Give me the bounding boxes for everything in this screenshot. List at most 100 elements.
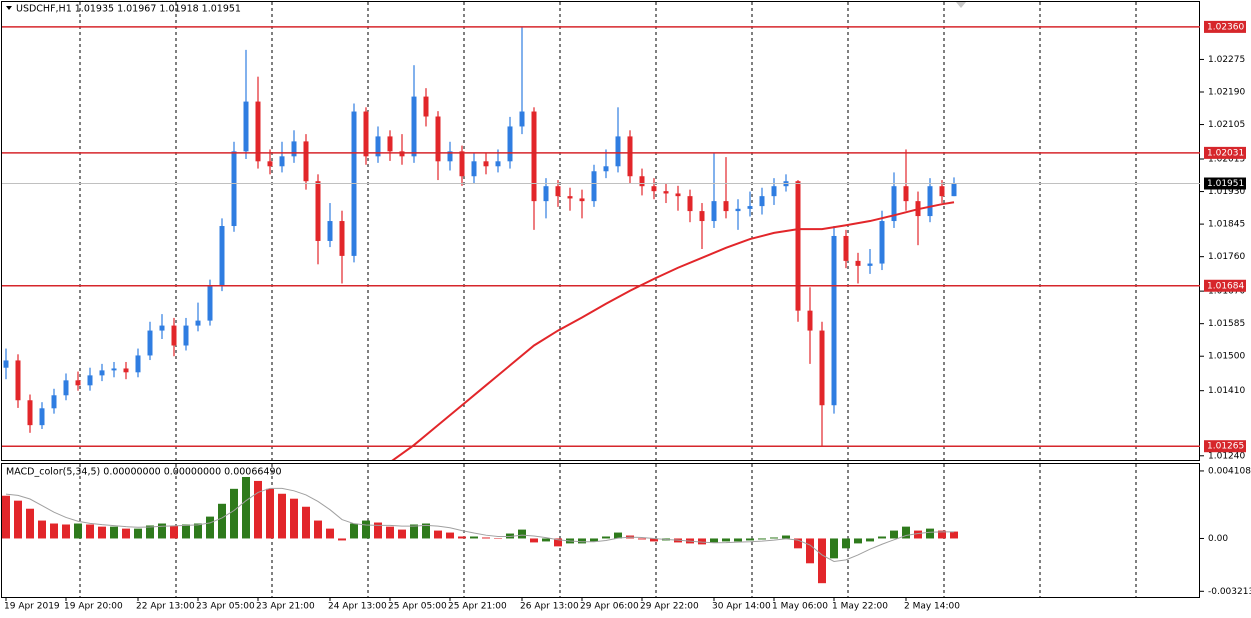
macd-bar	[914, 530, 922, 539]
candle-body	[267, 161, 273, 167]
macd-bar	[578, 538, 586, 544]
macd-bar	[554, 538, 562, 547]
candle-body	[603, 166, 609, 172]
candle-body	[123, 368, 129, 373]
candle-body	[315, 181, 321, 241]
macd-bar	[602, 536, 610, 539]
x-tick-label: 29 Apr 22:00	[640, 602, 699, 612]
macd-bar	[74, 523, 82, 539]
x-tick-label: 23 Apr 05:00	[196, 602, 255, 612]
candle-body	[147, 330, 153, 356]
candle-body	[291, 141, 297, 157]
candle-body	[927, 186, 933, 217]
macd-bar	[110, 526, 118, 539]
candle-body	[39, 408, 45, 426]
x-tick-label: 25 Apr 21:00	[448, 602, 507, 612]
candle-body	[831, 235, 837, 406]
macd-bar	[38, 520, 46, 539]
macd-bar	[434, 530, 442, 539]
candle-body	[879, 221, 885, 264]
macd-bar	[770, 537, 778, 539]
candle-body	[183, 325, 189, 346]
macd-bar	[482, 537, 490, 539]
candle-body	[639, 176, 645, 187]
macd-bar	[230, 488, 238, 539]
menu-arrow[interactable]	[6, 6, 12, 10]
macd-bar	[26, 508, 34, 539]
macd-bar	[290, 498, 298, 539]
candle-body	[243, 101, 249, 152]
candle-body	[771, 186, 777, 197]
macd-bar	[746, 538, 754, 541]
candle-body	[111, 368, 117, 371]
macd-bar	[878, 536, 886, 539]
macd-bar	[2, 495, 10, 539]
candle-body	[327, 221, 333, 241]
candle-body	[711, 201, 717, 222]
y-tick-label: 1.01500	[1208, 352, 1245, 362]
macd-bar	[938, 530, 946, 539]
candle-body	[699, 211, 705, 222]
macd-bar	[806, 538, 814, 564]
macd-bar	[950, 531, 958, 539]
macd-bar	[206, 516, 214, 539]
scroll-marker	[956, 2, 966, 8]
symbol-header: USDCHF,H1 1.01935 1.01967 1.01918 1.0195…	[16, 4, 241, 15]
candle-body	[819, 330, 825, 406]
y-tick-label: 1.01410	[1208, 386, 1245, 396]
candle-body	[531, 111, 537, 202]
candle-body	[939, 186, 945, 197]
macd-bar	[158, 523, 166, 539]
macd-bar	[494, 538, 502, 539]
candle-body	[735, 208, 741, 212]
macd-bar	[362, 520, 370, 539]
macd-bar	[170, 525, 178, 539]
level-label-box	[1204, 279, 1246, 292]
level-label: 1.02031	[1207, 148, 1244, 158]
candle-body	[567, 196, 573, 199]
x-tick-label: 29 Apr 06:00	[580, 602, 639, 612]
macd-bar	[842, 538, 850, 549]
candle-body	[483, 161, 489, 167]
macd-bar	[470, 536, 478, 539]
macd-bar	[410, 524, 418, 539]
candle-body	[159, 325, 165, 331]
macd-bar	[518, 529, 526, 539]
candle-body	[375, 136, 381, 157]
level-label: 1.02360	[1207, 22, 1244, 32]
candle-body	[615, 136, 621, 167]
macd-bar	[386, 526, 394, 539]
current-price-box	[1204, 177, 1246, 190]
candle-body	[447, 151, 453, 162]
indicator-header: MACD_color(5,34,5) 0.00000000 0.00000000…	[6, 467, 282, 478]
macd-bar	[374, 522, 382, 539]
x-tick-label: 26 Apr 13:00	[520, 602, 579, 612]
macd-bar	[182, 524, 190, 539]
macd-bar	[722, 538, 730, 542]
candle-body	[627, 136, 633, 177]
macd-bar	[794, 538, 802, 549]
macd-bar	[614, 532, 622, 539]
candle-body	[843, 235, 849, 261]
x-tick-label: 23 Apr 21:00	[256, 602, 315, 612]
candle-body	[867, 263, 873, 266]
x-tick-label: 1 May 06:00	[772, 602, 828, 612]
macd-bar	[218, 503, 226, 539]
macd-bar	[242, 476, 250, 539]
macd-bar	[302, 506, 310, 539]
candle-body	[135, 355, 141, 373]
macd-bar	[650, 538, 658, 542]
y-tick-label: 1.02015	[1208, 155, 1245, 165]
level-label-box	[1204, 146, 1246, 159]
current-price-label: 1.01951	[1207, 179, 1244, 189]
candle-body	[495, 161, 501, 167]
candle-body	[507, 126, 513, 162]
macd-bar	[698, 538, 706, 545]
candle-body	[75, 380, 81, 386]
candle-body	[543, 186, 549, 202]
macd-bar	[734, 538, 742, 542]
candle-body	[171, 325, 177, 346]
y-tick-label: 1.01930	[1208, 187, 1245, 197]
candle-body	[855, 260, 861, 266]
candle-body	[303, 141, 309, 182]
